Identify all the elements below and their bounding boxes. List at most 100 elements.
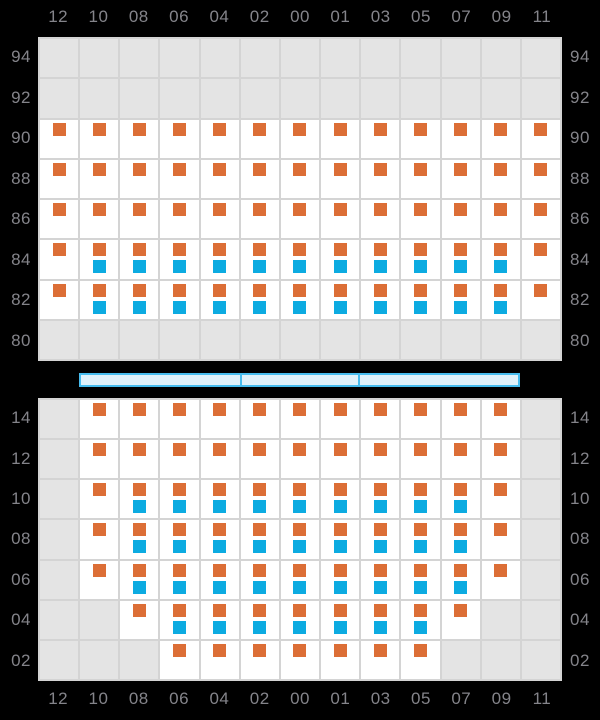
x-axis-label: 03 (370, 7, 391, 26)
grid-cell (401, 440, 440, 479)
grid-cell (280, 400, 320, 439)
grid-cell (481, 560, 520, 599)
grid-cell (200, 480, 239, 519)
grid-cell (240, 240, 279, 279)
orange-square-marker (173, 203, 187, 216)
grid-cell (361, 119, 400, 158)
x-axis-label: 01 (330, 689, 351, 708)
bottom-grid-left-y-axis: 14 12 10 08 06 04 02 (0, 398, 31, 681)
scrollbar-segment[interactable] (81, 375, 240, 385)
x-axis-label: 08 (128, 689, 149, 708)
y-axis-label: 86 (11, 209, 31, 229)
blue-square-marker (173, 260, 187, 274)
orange-square-marker (413, 563, 427, 577)
grid-cell (120, 560, 159, 599)
grid-cell (200, 240, 239, 279)
orange-square-marker (173, 523, 187, 537)
orange-square-marker (494, 243, 508, 257)
orange-square-marker (333, 243, 347, 257)
x-axis-label: 07 (451, 7, 472, 26)
grid-cell (80, 200, 119, 239)
grid-cell (280, 520, 320, 559)
orange-square-marker (132, 523, 146, 537)
orange-square-marker (373, 483, 387, 497)
x-axis-label: 08 (128, 7, 149, 26)
grid-cell (240, 119, 279, 158)
orange-square-marker (373, 403, 387, 416)
grid-cell (361, 320, 400, 359)
blue-square-marker (333, 540, 347, 554)
orange-square-marker (333, 403, 347, 416)
grid-cell (280, 320, 320, 359)
grid-cell (200, 640, 239, 679)
y-axis-label: 94 (11, 47, 31, 67)
grid-cell (120, 79, 159, 118)
grid-cell (441, 600, 480, 639)
blue-square-marker (253, 540, 267, 554)
grid-cell (200, 39, 239, 78)
grid-cell (40, 159, 79, 198)
grid-cell (321, 440, 360, 479)
grid-cell (80, 400, 119, 439)
orange-square-marker (454, 603, 468, 617)
grid-cell (280, 560, 320, 599)
grid-cell (240, 560, 279, 599)
grid-cell (521, 520, 560, 559)
grid-cell (280, 280, 320, 319)
orange-square-marker (373, 523, 387, 537)
orange-square-marker (132, 603, 146, 617)
x-axis-label: 02 (249, 689, 270, 708)
grid-cell (401, 280, 440, 319)
orange-square-marker (293, 403, 307, 416)
grid-cell (40, 600, 79, 639)
orange-square-marker (253, 203, 267, 216)
blue-square-marker (373, 540, 387, 554)
orange-square-marker (454, 403, 468, 416)
orange-square-marker (373, 243, 387, 257)
grid-cell (40, 440, 79, 479)
y-axis-label: 94 (570, 47, 590, 67)
grid-cell (441, 39, 480, 78)
grid-cell (441, 79, 480, 118)
grid-cell (321, 600, 360, 639)
x-axis-label: 03 (370, 689, 391, 708)
orange-square-marker (454, 203, 468, 216)
orange-square-marker (132, 443, 146, 457)
orange-square-marker (253, 523, 267, 537)
grid-cell (481, 79, 520, 118)
scrollbar-segment[interactable] (358, 375, 518, 385)
grid-cell (441, 520, 480, 559)
grid-cell (240, 39, 279, 78)
grid-cell (80, 240, 119, 279)
blue-square-marker (293, 260, 307, 274)
grid-cell (361, 280, 400, 319)
orange-square-marker (173, 603, 187, 617)
grid-cell (481, 400, 520, 439)
y-axis-label: 06 (11, 569, 31, 589)
orange-square-marker (213, 603, 227, 617)
blue-square-marker (413, 620, 427, 634)
grid-cell (120, 159, 159, 198)
grid-cell (280, 240, 320, 279)
orange-square-marker (413, 483, 427, 497)
y-axis-label: 80 (570, 330, 590, 350)
grid-cell (160, 280, 199, 319)
scrollbar-segment[interactable] (240, 375, 358, 385)
orange-square-marker (293, 563, 307, 577)
grid-cell (321, 640, 360, 679)
orange-square-marker (92, 162, 106, 176)
grid-cell (401, 320, 440, 359)
blue-square-marker (293, 300, 307, 314)
orange-square-marker (454, 283, 468, 297)
grid-cell (160, 640, 199, 679)
grid-cell (80, 159, 119, 198)
orange-square-marker (213, 203, 227, 216)
blue-square-marker (293, 580, 307, 594)
x-axis-label: 04 (209, 689, 230, 708)
orange-square-marker (213, 563, 227, 577)
blue-square-marker (293, 540, 307, 554)
horizontal-scrollbar[interactable] (79, 373, 520, 387)
top-grid-left-y-axis: 94 92 90 88 86 84 82 80 (0, 37, 31, 361)
orange-square-marker (494, 122, 508, 136)
blue-square-marker (373, 500, 387, 514)
